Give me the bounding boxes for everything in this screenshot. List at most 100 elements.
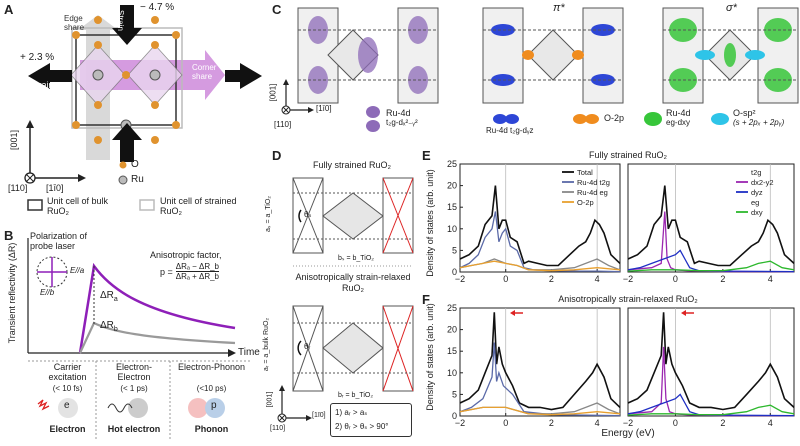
delta-ra-label: ΔRa bbox=[100, 290, 118, 303]
crystal-structure-diagram bbox=[24, 5, 262, 211]
e-parallel-a-label: E//a bbox=[70, 266, 85, 275]
peak-shift-arrowhead bbox=[510, 310, 515, 316]
e-right-legend-label: dyz bbox=[751, 188, 763, 197]
e-left-ytick-label: 15 bbox=[447, 202, 457, 212]
particle-phonon-glyph: p bbox=[211, 400, 217, 411]
e-right-xtick-label: 0 bbox=[673, 274, 678, 284]
c-axis-1m10-label: [1ī0] bbox=[316, 104, 332, 113]
panel-label-e: E bbox=[422, 148, 431, 163]
probe-label: Polarization of probe laser bbox=[30, 231, 88, 251]
d-title-top: Fully strained RuO₂ bbox=[312, 160, 392, 170]
c-axis-001-label: [001] bbox=[268, 83, 278, 102]
d-as-label: aₛ = a_TiO₂ bbox=[265, 195, 273, 233]
f-left-ytick-label: 20 bbox=[447, 325, 457, 335]
orbital-diagram bbox=[281, 7, 799, 132]
strain-arrow-top bbox=[112, 5, 142, 45]
e-right-xtick-label: 4 bbox=[768, 274, 773, 284]
f-left-ytick-label: 0 bbox=[452, 411, 457, 421]
f-left-series-o-2p bbox=[459, 406, 621, 416]
e-parallel-b-label: E//b bbox=[40, 288, 55, 297]
curve-delta-rb bbox=[79, 321, 236, 354]
f-title: Anisotropically strain-relaxed RuO₂ bbox=[558, 294, 698, 304]
f-right-series-total bbox=[627, 312, 795, 411]
panel-e: E Fully strained RuO₂ Density of states … bbox=[418, 148, 800, 288]
particle-electron-glyph: e bbox=[64, 400, 70, 411]
f-right-xtick-label: 4 bbox=[768, 418, 773, 427]
f-left-plot-frame bbox=[459, 307, 621, 417]
stage-2-time: (< 1 ps) bbox=[120, 384, 148, 393]
particle-electron-label: Electron bbox=[49, 424, 86, 434]
e-left-xtick-label: 4 bbox=[595, 274, 600, 284]
d-axis-001-label: [001] bbox=[266, 391, 274, 408]
d-title-bottom: Anisotropically strain-relaxed RuO₂ bbox=[295, 272, 411, 293]
panel-a: A bbox=[0, 0, 265, 225]
c-axis-110-label: [110] bbox=[274, 120, 292, 129]
orbital-block-pi bbox=[482, 7, 624, 104]
delta-rb-label: ΔRb bbox=[100, 320, 118, 333]
legend-orbital-icons bbox=[366, 106, 729, 132]
orbital-block-t2g bbox=[297, 7, 439, 104]
d-axis-1m10-label: [1ī0] bbox=[312, 412, 326, 419]
panel-label-c: C bbox=[272, 2, 282, 17]
d-condition-1: 1) aᵣ > aₛ bbox=[335, 408, 368, 417]
f-left-xtick-label: −2 bbox=[455, 418, 465, 427]
corner-share-label: Corner share bbox=[192, 63, 217, 81]
panel-label-a: A bbox=[4, 2, 14, 17]
legend-ru4d-eg-dxy: Ru-4d eg-dxy bbox=[666, 108, 691, 127]
e-right-legend-label: eg bbox=[751, 198, 759, 207]
legend-ru4d-t2g-dx2y2: Ru-4d t₂g-dₓ²₋ᵧ² bbox=[386, 108, 418, 127]
e-left-legend-label: Ru-4d eg bbox=[577, 188, 608, 197]
f-left-ytick-label: 15 bbox=[447, 346, 457, 356]
d-axis-110-label: [110] bbox=[270, 425, 286, 432]
stage-1-title: Carrier excitation bbox=[48, 362, 87, 382]
legend-o-sp2: O-sp² (s + 2pₓ + 2pᵧ) bbox=[733, 108, 785, 127]
legend-ru-label: Ru bbox=[131, 174, 144, 185]
panel-label-d: D bbox=[272, 148, 282, 163]
transient-reflectivity-plot bbox=[27, 238, 250, 441]
e-left-plot-frame bbox=[459, 163, 621, 273]
panel-label-b: B bbox=[4, 228, 14, 243]
particle-hot-electron-label: Hot electron bbox=[107, 424, 161, 434]
d-theta-s: θₛ bbox=[304, 210, 312, 219]
pi-star-label: π* bbox=[553, 2, 565, 14]
orbital-block-sigma bbox=[662, 7, 799, 104]
o-atoms bbox=[72, 16, 180, 144]
f-right-xtick-label: 0 bbox=[673, 418, 678, 427]
f-left-xtick-label: 0 bbox=[503, 418, 508, 427]
panel-b: B Transient reflectivity (ΔR) Time Polar… bbox=[0, 228, 265, 441]
strain-arrow-right bbox=[225, 63, 262, 89]
peak-shift-arrowhead bbox=[681, 310, 686, 316]
e-right-xtick-label: 2 bbox=[720, 274, 725, 284]
f-right-series-dxy bbox=[627, 404, 795, 416]
e-right-legend-label: dxy bbox=[751, 208, 763, 217]
panel-f: F Anisotropically strain-relaxed RuO₂ De… bbox=[418, 292, 800, 441]
strain-arrow-bottom bbox=[112, 123, 142, 162]
e-left-ytick-label: 5 bbox=[452, 245, 457, 255]
f-left-series-ru-4d-t2g bbox=[459, 342, 621, 417]
e-left-ytick-label: 20 bbox=[447, 181, 457, 191]
d-conditions-box: 1) aᵣ > aₛ 2) θᵣ > θₛ > 90° bbox=[330, 403, 412, 437]
e-ylabel: Density of states (arb. unit) bbox=[425, 169, 435, 277]
e-left-series-o-2p bbox=[459, 260, 621, 272]
e-left-legend-label: O-2p bbox=[577, 198, 594, 207]
e-left-ytick-label: 0 bbox=[452, 267, 457, 277]
sigma-star-label: σ* bbox=[726, 2, 737, 14]
f-right-xtick-label: 2 bbox=[720, 418, 725, 427]
f-left-ytick-label: 25 bbox=[447, 303, 457, 313]
axis-1m10-label: [1ī0] bbox=[46, 183, 64, 193]
e-right-series-dxy bbox=[627, 260, 795, 272]
legend-ru4d-dyz: Ru-4d t₂g-dᵧz bbox=[486, 126, 534, 135]
particle-phonon-label: Phonon bbox=[194, 424, 229, 434]
e-left-xtick-label: −2 bbox=[455, 274, 465, 284]
panel-d: D Fully strained RuO₂ aₛ = a_TiO₂ θₛ bₛ … bbox=[263, 148, 416, 441]
anisotropic-factor-formula: p = ΔRₐ − ΔR_b ΔRₐ + ΔR_b bbox=[160, 262, 219, 281]
octahedra-strain-diagram bbox=[277, 177, 414, 423]
anisotropic-factor-title: Anisotropic factor, bbox=[150, 250, 222, 260]
d-ar-label: aᵣ = a_bulk RuO₂ bbox=[263, 317, 271, 372]
f-right-xtick-label: −2 bbox=[623, 418, 633, 427]
d-theta-r: θᵣ bbox=[304, 342, 311, 351]
e-left-xtick-label: 2 bbox=[549, 274, 554, 284]
legend-strained-label: Unit cell of strained RuO₂ bbox=[160, 196, 237, 216]
